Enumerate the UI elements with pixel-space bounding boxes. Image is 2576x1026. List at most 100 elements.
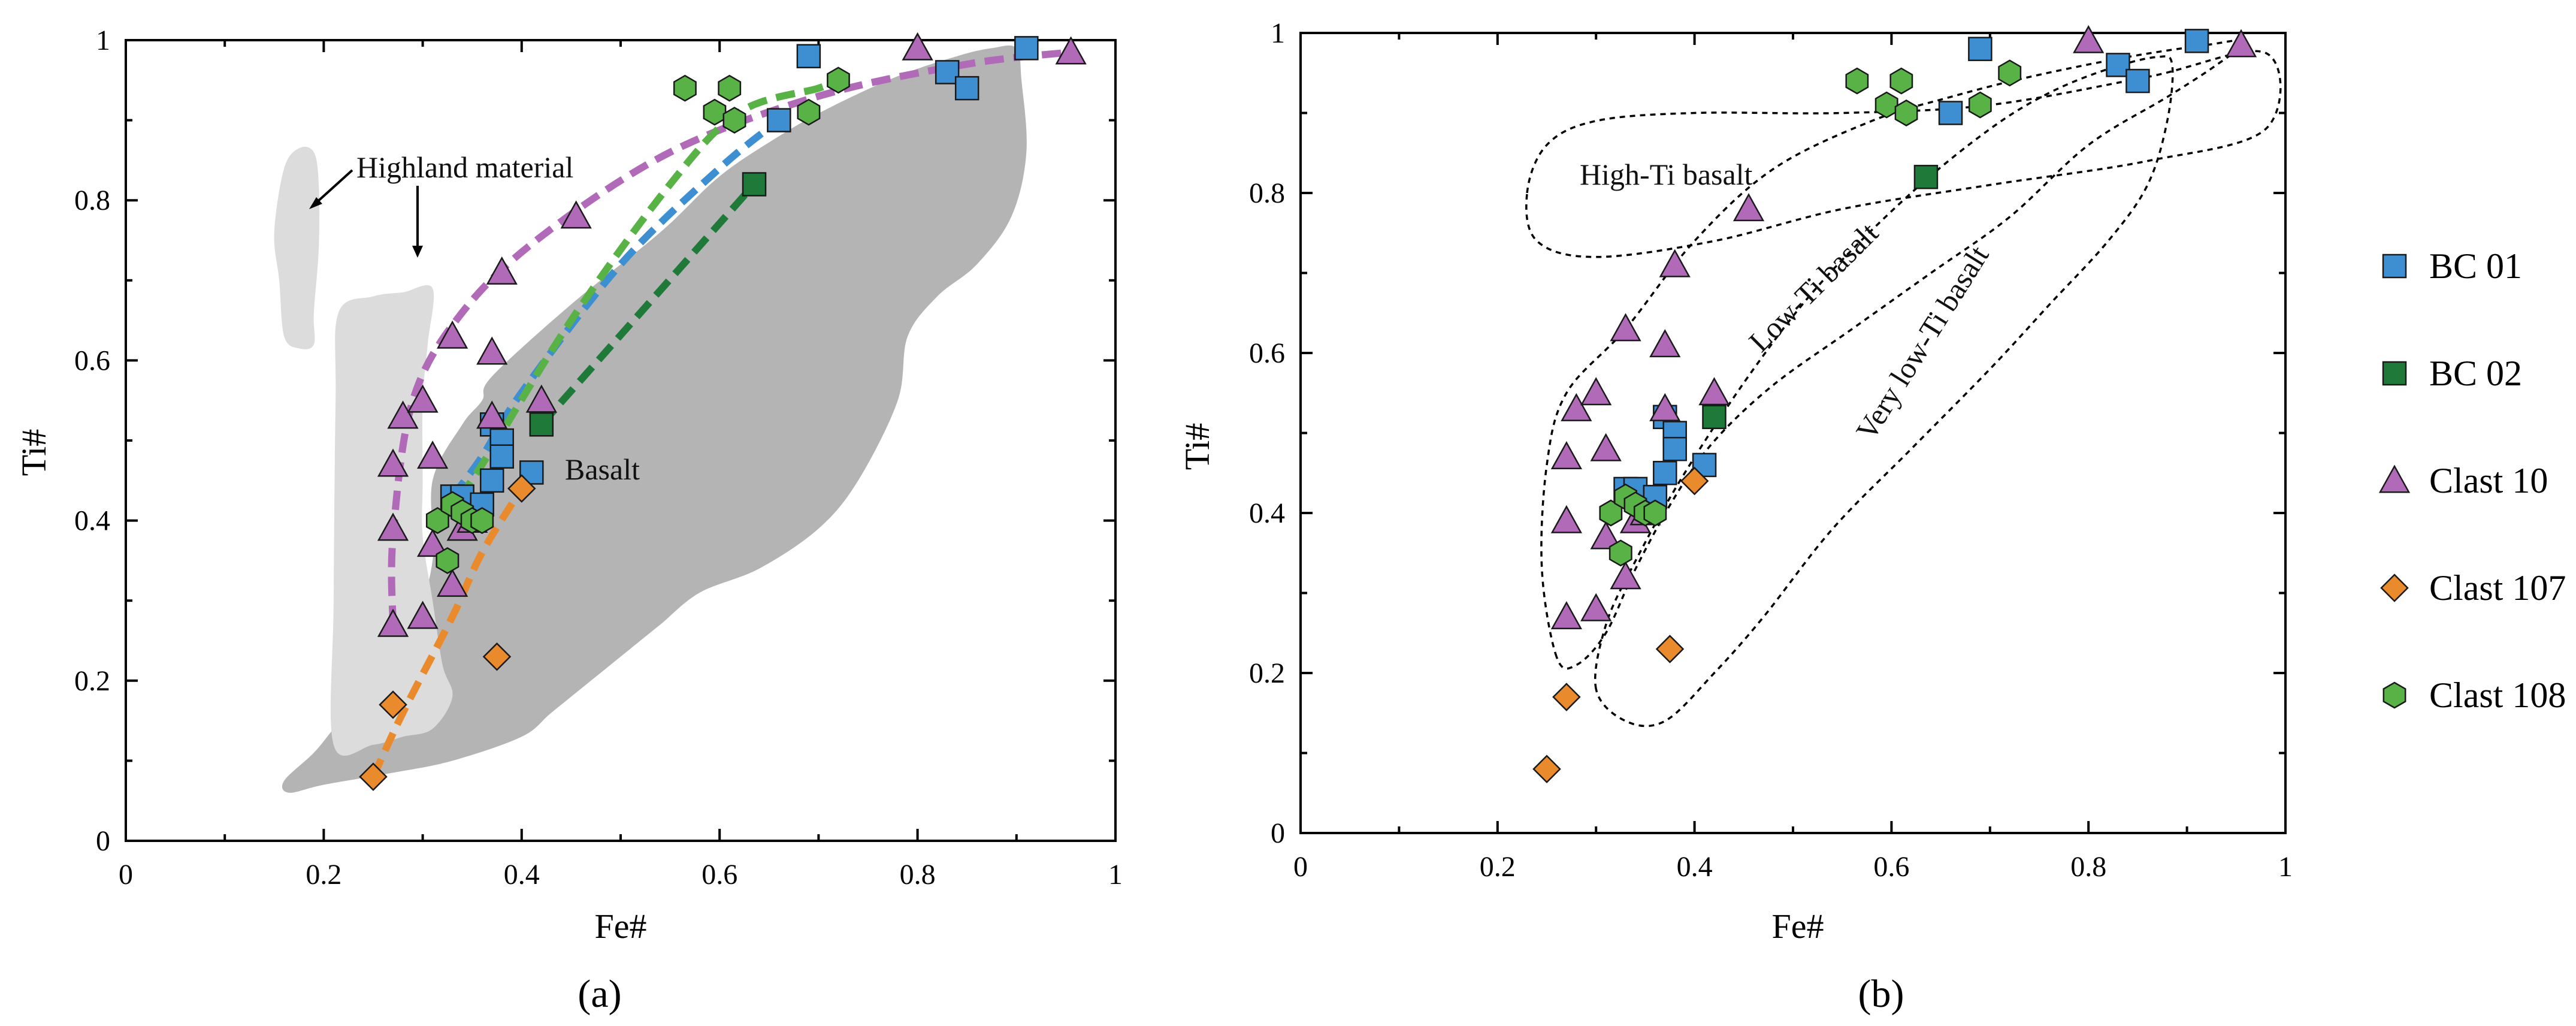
data-point-clast-10 bbox=[486, 256, 518, 285]
data-point-clast-10 bbox=[1659, 249, 1691, 277]
panel-a-x-tick-label: 0.4 bbox=[504, 859, 540, 891]
data-point-clast-10 bbox=[902, 32, 933, 61]
panel-a-y-tick-label: 0 bbox=[96, 825, 110, 857]
data-point-clast-108 bbox=[1845, 67, 1869, 95]
data-point-clast-108 bbox=[1998, 59, 2022, 87]
panel-a-chart: 0 0.2 0.4 0.6 0.8 1 0 0.2 0.4 0.6 0.8 1 Highland ma… bbox=[14, 25, 1123, 1016]
data-point-clast-108 bbox=[1874, 91, 1898, 119]
data-point-clast-107 bbox=[1655, 635, 1685, 663]
data-point-clast-10 bbox=[1550, 440, 1583, 469]
data-point-clast-108 bbox=[673, 74, 697, 102]
data-point-clast-10 bbox=[1698, 377, 1730, 406]
legend-label-clast-108: Clast 108 bbox=[2429, 675, 2566, 715]
trend-line-clast-107 bbox=[370, 487, 525, 778]
data-point-bc-01 bbox=[1662, 436, 1687, 461]
panel-b-axes: 0 0.2 0.4 0.6 0.8 1 0 0.2 0.4 0.6 0.8 1 bbox=[1249, 17, 2293, 883]
data-point-bc-01 bbox=[1938, 101, 1963, 125]
data-point-bc-02 bbox=[529, 412, 554, 437]
high-ti-basalt-label: High-Ti basalt bbox=[1580, 158, 1753, 191]
data-point-bc-02 bbox=[1702, 405, 1727, 430]
data-point-clast-108 bbox=[1889, 67, 1913, 95]
data-point-bc-01 bbox=[1692, 452, 1717, 478]
data-point-clast-10 bbox=[2073, 25, 2105, 53]
data-point-bc-01 bbox=[1653, 461, 1677, 485]
data-point-clast-107 bbox=[359, 762, 388, 791]
data-point-clast-10 bbox=[416, 440, 449, 469]
highland-arrowhead-2 bbox=[412, 246, 423, 258]
data-point-clast-107 bbox=[379, 690, 407, 719]
high-ti-basalt-field bbox=[1525, 50, 2282, 258]
data-point-clast-108 bbox=[1609, 539, 1632, 567]
panel-b-x-tick-label: 0.4 bbox=[1677, 851, 1713, 883]
data-point-clast-10 bbox=[377, 608, 409, 637]
basalt-label: Basalt bbox=[565, 452, 640, 486]
data-point-clast-10 bbox=[437, 320, 468, 349]
panel-b-y-tick-label: 0.2 bbox=[1249, 657, 1285, 689]
legend-label-bc-01: BC 01 bbox=[2429, 246, 2522, 286]
data-point-clast-107 bbox=[1680, 466, 1709, 496]
trend-line-clast-108 bbox=[439, 77, 840, 523]
data-point-clast-10 bbox=[2225, 29, 2257, 58]
panel-a-x-tick-label: 0 bbox=[119, 859, 133, 891]
panel-a-x-tick-label: 1 bbox=[1108, 859, 1123, 891]
data-point-clast-108 bbox=[436, 547, 459, 574]
data-point-clast-10 bbox=[1561, 393, 1592, 421]
panel-b-y-tick-label: 0.6 bbox=[1249, 337, 1285, 369]
data-point-clast-10 bbox=[377, 512, 409, 541]
legend-marker-clast-10 bbox=[2378, 464, 2411, 493]
data-point-clast-108 bbox=[718, 74, 742, 102]
data-point-clast-108 bbox=[722, 107, 746, 134]
data-point-clast-108 bbox=[1894, 99, 1918, 126]
panel-b-y-tick-label: 0.8 bbox=[1249, 177, 1285, 209]
panel-a-x-tick-label: 0.8 bbox=[900, 859, 936, 891]
panel-a-y-tick-label: 0.8 bbox=[74, 185, 110, 216]
legend-marker-clast-107 bbox=[2380, 574, 2409, 602]
panel-b-x-tick-label: 1 bbox=[2278, 851, 2293, 883]
panel-a-x-tick-label: 0.2 bbox=[306, 859, 341, 891]
data-point-bc-02 bbox=[1913, 165, 1939, 189]
data-point-clast-108 bbox=[703, 98, 727, 126]
panel-b-chart: 0 0.2 0.4 0.6 0.8 1 0 0.2 0.4 0.6 0.8 1 High-Ti bas… bbox=[1178, 17, 2293, 1016]
highland-region-small bbox=[274, 146, 320, 349]
panel-a-y-axis-title: Ti# bbox=[14, 429, 53, 476]
data-point-clast-108 bbox=[470, 507, 494, 535]
data-point-clast-107 bbox=[1532, 755, 1561, 783]
data-point-clast-10 bbox=[416, 529, 449, 557]
very-low-ti-basalt-label: Very low-Ti basalt bbox=[1849, 240, 1996, 446]
data-point-clast-107 bbox=[482, 642, 512, 671]
panel-b-x-axis-title: Fe# bbox=[1772, 907, 1824, 946]
data-point-bc-01 bbox=[935, 60, 960, 85]
data-point-clast-108 bbox=[1643, 499, 1667, 527]
data-point-clast-10 bbox=[1550, 505, 1583, 533]
data-point-clast-10 bbox=[1649, 393, 1681, 421]
panel-a-trend-lines bbox=[370, 49, 1072, 778]
data-point-clast-10 bbox=[1733, 193, 1765, 222]
panel-a-y-tick-label: 1 bbox=[96, 25, 110, 56]
data-point-clast-10 bbox=[1055, 36, 1087, 65]
data-point-bc-01 bbox=[796, 44, 821, 68]
panel-a-y-tick-label: 0.2 bbox=[74, 665, 110, 697]
data-point-clast-10 bbox=[560, 200, 592, 229]
data-point-clast-10 bbox=[407, 384, 439, 413]
data-point-clast-10 bbox=[525, 384, 557, 413]
data-point-clast-10 bbox=[377, 448, 409, 477]
data-point-clast-10 bbox=[437, 568, 468, 597]
basalt-region bbox=[282, 45, 1027, 793]
data-point-clast-10 bbox=[407, 600, 439, 629]
data-point-clast-107 bbox=[507, 474, 536, 503]
panel-a-axes: 0 0.2 0.4 0.6 0.8 1 0 0.2 0.4 0.6 0.8 1 bbox=[74, 25, 1123, 891]
panel-a-x-axis-title: Fe# bbox=[595, 907, 647, 946]
data-point-clast-10 bbox=[1590, 521, 1622, 550]
trend-line-clast-10 bbox=[388, 49, 1072, 625]
panel-b-x-tick-label: 0.6 bbox=[1873, 851, 1909, 883]
data-point-clast-10 bbox=[387, 400, 419, 429]
data-point-clast-10 bbox=[1610, 561, 1641, 590]
panel-b-y-axis-title: Ti# bbox=[1178, 423, 1217, 470]
panel-b-y-tick-label: 1 bbox=[1271, 17, 1285, 49]
data-point-clast-10 bbox=[1610, 313, 1641, 342]
data-point-bc-01 bbox=[2125, 68, 2150, 93]
data-point-clast-10 bbox=[1580, 593, 1612, 621]
data-point-bc-01 bbox=[1968, 37, 1993, 61]
data-point-clast-10 bbox=[1550, 600, 1583, 629]
data-point-clast-10 bbox=[476, 400, 508, 429]
